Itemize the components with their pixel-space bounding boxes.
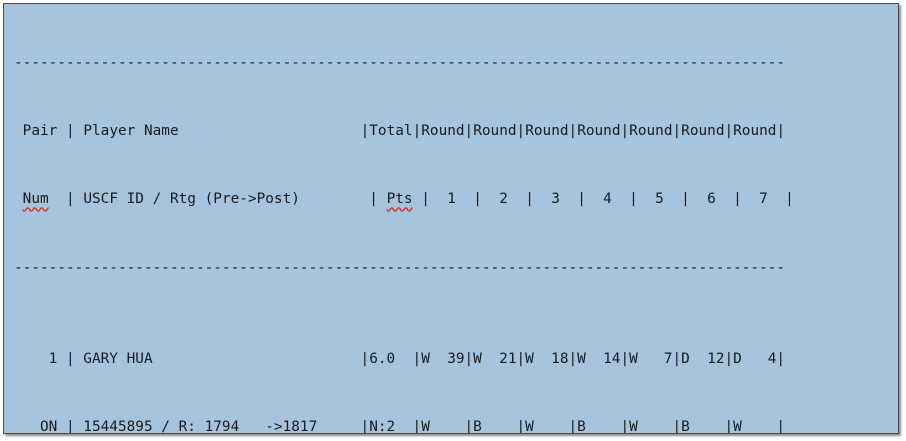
crosstable-text: ----------------------------------------… (14, 6, 794, 434)
header-pts: Pts (386, 191, 413, 208)
header-uscf-rating: USCF ID / Rtg (Pre->Post) (83, 191, 300, 208)
header-row-2: Num | USCF ID / Rtg (Pre->Post) | Pts | … (22, 191, 794, 208)
separator-line: ----------------------------------------… (14, 259, 786, 276)
header-row-1: Pair | Player Name |Total|Round|Round|Ro… (22, 122, 786, 139)
player-row-name: 1 | GARY HUA |6.0 |W 39|W 21|W 18|W 14|W… (14, 350, 786, 367)
header-round-numbers: | 1 | 2 | 3 | 4 | 5 | 6 | 7 | (412, 191, 794, 208)
separator-line: ----------------------------------------… (14, 54, 786, 71)
player-row-details: ON | 15445895 / R: 1794 ->1817 |N:2 |W |… (14, 419, 786, 434)
header-pair: Pair (22, 122, 58, 139)
crosstable-panel: ----------------------------------------… (3, 3, 899, 434)
header-player-name: Player Name (83, 122, 179, 139)
header-columns: |Total|Round|Round|Round|Round|Round|Rou… (360, 122, 786, 139)
header-pipe: | (369, 191, 387, 208)
header-num: Num (22, 191, 49, 208)
